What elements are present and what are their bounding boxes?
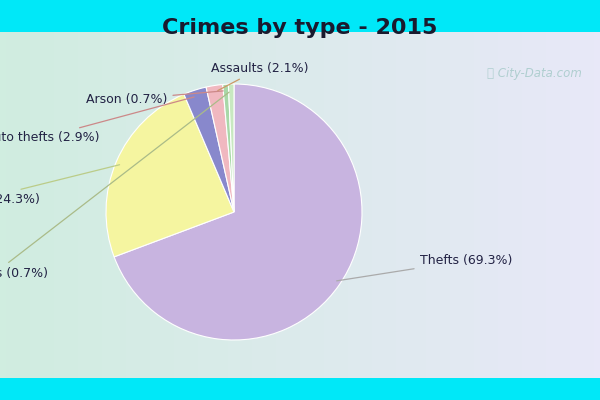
Text: ⓘ City-Data.com: ⓘ City-Data.com [487,66,582,80]
Text: Auto thefts (2.9%): Auto thefts (2.9%) [0,97,194,144]
Wedge shape [206,84,234,212]
Text: Arson (0.7%): Arson (0.7%) [86,91,223,106]
Text: Burglaries (24.3%): Burglaries (24.3%) [0,165,119,206]
Wedge shape [229,84,234,212]
Text: Robberies (0.7%): Robberies (0.7%) [0,92,229,280]
Wedge shape [106,94,234,257]
Text: Crimes by type - 2015: Crimes by type - 2015 [163,18,437,38]
Wedge shape [223,84,234,212]
Text: Assaults (2.1%): Assaults (2.1%) [211,62,308,90]
Wedge shape [114,84,362,340]
Wedge shape [184,87,234,212]
Text: Thefts (69.3%): Thefts (69.3%) [337,254,512,281]
